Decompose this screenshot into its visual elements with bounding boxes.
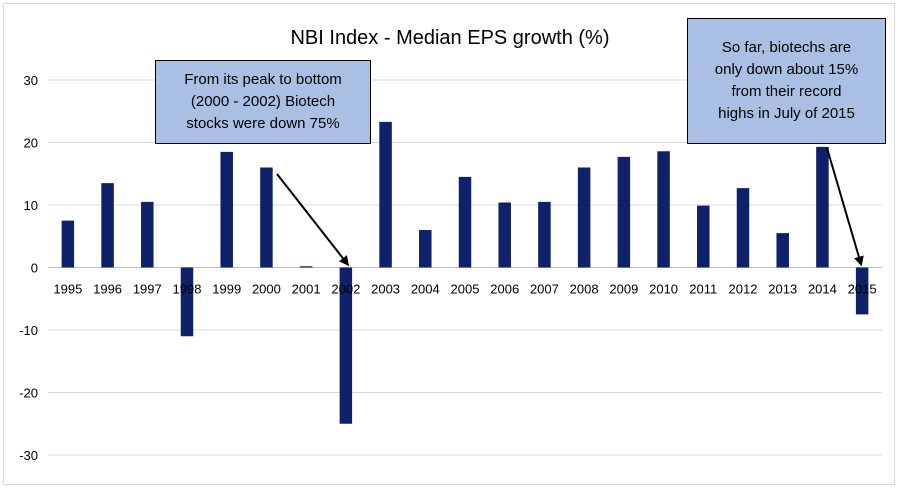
bar-2012 [736,188,750,268]
bar-2007 [538,201,551,268]
bar-1998 [180,267,194,337]
annotation-arrow-2015 [826,147,864,267]
bar-2009 [617,156,631,268]
bar-2008 [577,167,591,268]
bar-1997 [141,201,154,268]
bar-2013 [776,233,789,268]
annotation-callout-2015: So far, biotechs are only down about 15%… [687,18,886,144]
y-tick-labels: -30 -20 -10 0 10 20 30 [19,73,38,463]
x-tick-label-2014: 2014 [808,282,837,297]
x-tick-label-1996: 1996 [93,282,122,297]
bar-2001 [299,266,313,268]
x-tick-label-2009: 2009 [609,282,638,297]
x-tick-label-2013: 2013 [768,282,797,297]
bar-2011 [697,205,710,268]
x-tick-label-2006: 2006 [490,282,519,297]
x-tick-label-2002: 2002 [331,282,360,297]
bar-2014 [816,146,829,268]
bar-2004 [419,230,432,268]
bar-1999 [220,151,233,268]
x-tick-label-2007: 2007 [530,282,559,297]
y-tick-label: 30 [24,73,38,88]
x-tick-label-2003: 2003 [371,282,400,297]
annotation-arrow-2002 [276,173,350,267]
x-tick-label-2010: 2010 [649,282,678,297]
bar-2015 [855,267,869,315]
bar-2010 [657,151,670,268]
x-tick-labels: 1995 1996 1997 1998 1999 2000 2001 2002 2003 2004… [53,282,876,297]
x-tick-label-2005: 2005 [451,282,480,297]
x-tick-label-1997: 1997 [133,282,162,297]
bar-1996 [101,183,114,268]
annotation-arrows [276,147,864,267]
bar-series [61,121,869,424]
x-tick-label-2011: 2011 [689,282,717,297]
y-tick-label: -10 [19,323,38,338]
x-tick-label-2015: 2015 [848,282,877,297]
y-tick-label: -20 [19,386,38,401]
bar-2003 [379,121,392,268]
bar-2002 [339,267,353,424]
y-tick-label: 20 [24,136,38,151]
bar-2005 [458,176,472,268]
y-tick-label: 10 [24,198,38,213]
x-tick-label-2000: 2000 [252,282,281,297]
y-tick-label: 0 [31,261,38,276]
bar-1995 [61,220,75,268]
x-tick-label-2004: 2004 [411,282,440,297]
bar-2000 [260,167,273,268]
x-tick-label-2012: 2012 [729,282,758,297]
chart-title: NBI Index - Median EPS growth (%) [290,27,609,49]
bar-2006 [498,202,511,268]
y-tick-label: -30 [19,448,38,463]
x-tick-label-1999: 1999 [212,282,241,297]
x-tick-label-2008: 2008 [570,282,599,297]
annotation-callout-2002: From its peak to bottom (2000 - 2002) Bi… [155,60,371,144]
x-tick-label-1998: 1998 [173,282,202,297]
x-tick-label-2001: 2001 [292,282,321,297]
x-tick-label-1995: 1995 [53,282,82,297]
